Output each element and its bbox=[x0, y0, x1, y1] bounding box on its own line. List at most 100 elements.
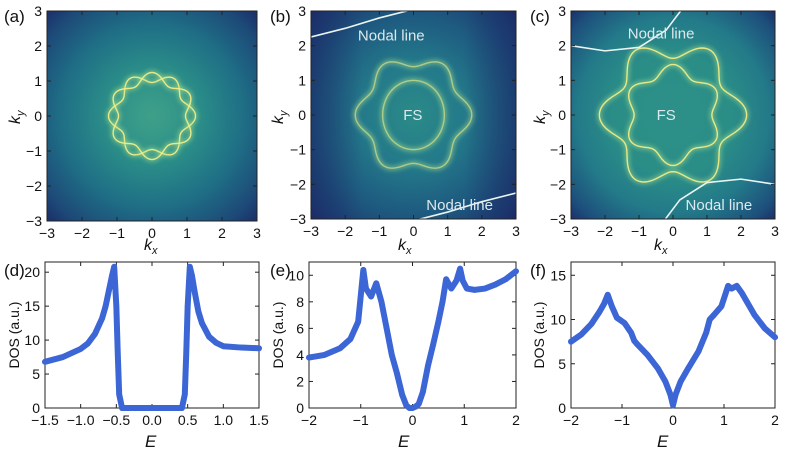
dos-data-point bbox=[60, 354, 66, 360]
dos-data-point bbox=[614, 314, 620, 321]
x-tick-label: −1 bbox=[614, 412, 630, 428]
annotation-nodal-line: Nodal line bbox=[358, 27, 425, 44]
y-tick-label: 0 bbox=[558, 107, 566, 123]
annotation-nodal-line: Nodal line bbox=[686, 197, 753, 214]
dos-data-point bbox=[667, 391, 674, 398]
y-tick-label: 1 bbox=[34, 73, 42, 89]
x-tick-label: 1 bbox=[460, 412, 468, 428]
y-axis-label-b: ky bbox=[270, 109, 290, 124]
dos-data-point bbox=[448, 285, 455, 292]
y-tick-label: 10 bbox=[550, 312, 566, 328]
dos-data-point bbox=[751, 312, 758, 318]
dos-data-point bbox=[492, 281, 499, 288]
annotations-b: Nodal line FS Nodal line bbox=[358, 27, 493, 214]
y-tick-label: 15 bbox=[24, 298, 40, 314]
x-tick-label: −3 bbox=[303, 223, 319, 239]
y-tick-label: −1 bbox=[550, 142, 566, 158]
axis-ticks-d: −1.5 −1.0 −0.5 0.0 0.5 1.0 1.5 0 5 10 15 20 bbox=[24, 262, 269, 428]
x-tick-label: 3 bbox=[771, 223, 779, 239]
dos-data-point bbox=[182, 391, 188, 398]
y-axis-label-f: DOS (a.u.) bbox=[531, 302, 547, 369]
axis-ticks-f: −2 −1 0 1 2 0 5 10 15 bbox=[550, 262, 779, 428]
y-tick-label: −1 bbox=[290, 142, 306, 158]
panel-label-e: (e) bbox=[270, 261, 291, 280]
fermi-surface-line bbox=[107, 76, 197, 156]
y-tick-label: 2 bbox=[34, 38, 42, 54]
plot-frame-d bbox=[44, 261, 260, 409]
dos-data-point bbox=[394, 370, 400, 377]
dos-data-point bbox=[42, 359, 48, 365]
dos-data-point bbox=[718, 303, 725, 310]
y-tick-label: −1 bbox=[26, 143, 42, 159]
x-tick-label: 2 bbox=[512, 412, 520, 428]
y-tick-label: 8 bbox=[296, 294, 304, 310]
heatmap-shading-b bbox=[311, 11, 516, 219]
x-tick-label: −1 bbox=[631, 223, 647, 239]
fermi-surface-group-b bbox=[352, 59, 475, 171]
nodal-line-group-b bbox=[311, 11, 516, 219]
dos-data-point bbox=[685, 365, 692, 371]
y-tick-label: 3 bbox=[34, 3, 42, 19]
dos-data-point bbox=[368, 293, 374, 300]
dos-data-point bbox=[199, 320, 205, 326]
nodal-line bbox=[417, 192, 516, 219]
dos-data-point bbox=[184, 303, 191, 309]
x-tick-label: −1 bbox=[353, 412, 369, 428]
dos-data-point bbox=[415, 401, 422, 407]
x-tick-label: 0 bbox=[669, 223, 677, 239]
y-tick-label: 1 bbox=[298, 72, 306, 88]
nodal-line-group-c bbox=[571, 11, 775, 219]
y-tick-label: 2 bbox=[298, 38, 306, 54]
dos-data-point bbox=[77, 346, 84, 352]
y-tick-label: 5 bbox=[558, 356, 566, 372]
annotation-fs: FS bbox=[403, 107, 422, 124]
panel-label-d: (d) bbox=[4, 261, 25, 280]
dos-data-point bbox=[213, 340, 219, 346]
dos-data-point bbox=[238, 344, 244, 351]
y-tick-label: 10 bbox=[288, 267, 304, 283]
fermi-surface-line bbox=[381, 79, 446, 151]
x-tick-label: 1.0 bbox=[214, 412, 234, 428]
y-tick-label: 6 bbox=[296, 320, 304, 336]
y-tick-label: 0 bbox=[32, 400, 40, 416]
dos-data-point bbox=[464, 285, 470, 292]
dos-data-point bbox=[189, 272, 195, 279]
fermi-surface-line bbox=[112, 71, 192, 161]
dos-data-point bbox=[711, 312, 717, 318]
x-axis-label-a: kx bbox=[144, 237, 158, 257]
x-tick-label: 0.5 bbox=[178, 412, 198, 428]
x-tick-label: 0 bbox=[148, 225, 156, 241]
dos-data-point bbox=[459, 277, 466, 284]
dos-data-point bbox=[578, 331, 584, 338]
y-tick-label: 2 bbox=[558, 38, 566, 54]
dos-data-point bbox=[744, 299, 750, 305]
x-tick-label: −2 bbox=[301, 412, 317, 428]
dos-data-point bbox=[113, 303, 120, 309]
heatmap-panel-a: (a) −3 −2 −1 0 1 2 3 −3 −2 −1 0 1 2 3 kx ky bbox=[4, 3, 261, 257]
x-tick-label: 3 bbox=[512, 223, 520, 239]
dos-data-point bbox=[604, 291, 611, 298]
dos-data-point bbox=[628, 329, 634, 336]
dos-curve-group-e bbox=[306, 265, 519, 411]
fermi-surface-line bbox=[598, 47, 748, 183]
dos-data-point bbox=[109, 272, 115, 279]
x-axis-label-b: kx bbox=[398, 237, 412, 257]
dos-panel-f: (f) −2 −1 0 1 2 0 5 10 15 E DOS (a.u.) bbox=[530, 261, 779, 451]
x-tick-label: −2 bbox=[337, 223, 353, 239]
x-tick-label: 1.5 bbox=[249, 412, 269, 428]
dos-data-point bbox=[187, 263, 193, 270]
y-tick-label: 0 bbox=[34, 108, 42, 124]
dos-data-point bbox=[337, 345, 343, 352]
y-axis-label-d: DOS (a.u.) bbox=[6, 302, 22, 369]
x-tick-label: 2 bbox=[737, 223, 745, 239]
y-tick-label: −3 bbox=[290, 211, 306, 227]
x-tick-label: −2 bbox=[563, 412, 579, 428]
dos-data-point bbox=[183, 350, 190, 357]
dos-data-point bbox=[383, 325, 390, 332]
x-tick-label: 1 bbox=[720, 412, 728, 428]
dos-data-point bbox=[347, 336, 354, 342]
dos-panel-e: (e) −2 −1 0 1 2 0 2 4 6 8 10 E DOS (a.u.) bbox=[270, 261, 520, 451]
dos-data-point bbox=[119, 405, 125, 411]
y-tick-label: −2 bbox=[290, 176, 306, 192]
